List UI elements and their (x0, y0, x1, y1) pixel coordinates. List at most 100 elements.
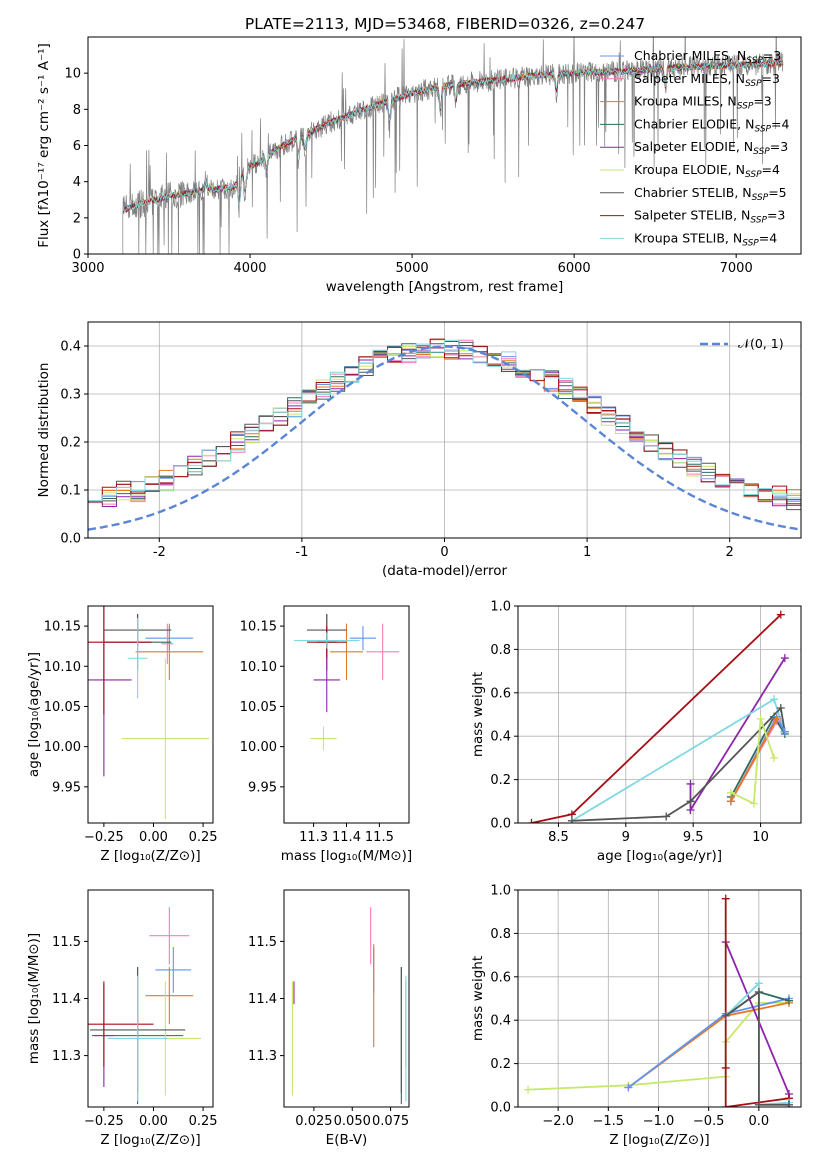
y-tick-label: 0.0 (60, 532, 81, 547)
y-axis-label: mass [log₁₀(M/M⊙)] (26, 933, 42, 1064)
mass-weight-marker (686, 779, 695, 788)
x-axis-label: wavelength [Angstrom, rest frame] (326, 279, 564, 295)
x-axis-label: Z [log₁₀(Z/Z⊙)] (100, 848, 200, 864)
y-tick-label: 10.05 (240, 700, 277, 715)
error-bar-point (88, 606, 152, 715)
axes-frame-group: 3000 4000 5000 6000 7000 0 2 4 6 8 10 wavelength [A… (36, 36, 802, 295)
y-tick-label: 0.6 (490, 970, 511, 985)
axes-frame (517, 605, 802, 824)
axes-background (518, 890, 801, 1107)
plot-area-weight_vs_age (527, 610, 789, 823)
x-tick-label: 0.050 (334, 1114, 371, 1129)
error-bar-point (135, 623, 204, 680)
x-axis-label: mass [log₁₀(M/M⊙)] (281, 848, 412, 864)
y-tick-label: 1.0 (490, 600, 511, 615)
axes-frame-group: 8.5 9 9.5 10 0.0 0.2 0.4 0.6 0.8 1.0 age [log₁₀(ag… (470, 600, 802, 864)
y-tick-label: 11.4 (52, 992, 81, 1007)
x-tick-label: −0.25 (84, 830, 124, 845)
axes-background (284, 890, 409, 1107)
axes-frame (87, 605, 214, 824)
y-tick-label: 8 (73, 103, 81, 118)
y-tick-label: 0.1 (60, 484, 81, 499)
y-tick-label: 6 (73, 139, 81, 154)
legend-label: Salpeter STELIB, NSSP=3 (634, 208, 785, 226)
y-tick-label: 0.4 (490, 1014, 511, 1029)
x-tick-label: -1 (295, 545, 308, 560)
y-axis-label: Normed distribution (36, 363, 52, 498)
mass-weight-marker (524, 1085, 533, 1094)
legend-label: Chabrier ELODIE, NSSP=4 (634, 116, 789, 134)
x-tick-label: −0.5 (693, 1114, 725, 1129)
x-tick-label: 6000 (558, 261, 591, 276)
y-tick-label: 11.5 (52, 935, 81, 950)
y-tick-label: 0 (73, 248, 81, 263)
mass-weight-marker (721, 1011, 730, 1020)
error-bar-point (310, 726, 337, 751)
x-tick-label: 9.5 (683, 830, 704, 845)
x-tick-label: 11.3 (299, 830, 328, 845)
error-bar-point (366, 623, 400, 680)
plot-area-mass_vs_EBV (291, 907, 407, 1105)
y-tick-label: 10.15 (240, 620, 277, 635)
y-tick-label: 10 (64, 67, 81, 82)
x-tick-label: 3000 (71, 261, 104, 276)
y-tick-label: 9.95 (248, 780, 277, 795)
legend-label: Kroupa ELODIE, NSSP=4 (634, 162, 780, 180)
x-tick-label: 0.00 (139, 1114, 168, 1129)
mass-weight-marker (662, 812, 671, 821)
x-tick-label: −2.0 (542, 1114, 574, 1129)
y-axis-label: Flux [fλ10⁻¹⁷ erg cm⁻² s⁻¹ A⁻¹] (36, 43, 52, 248)
x-tick-label: 0.00 (139, 830, 168, 845)
x-tick-label: 1 (583, 545, 591, 560)
model-spectrum-line (122, 60, 784, 214)
x-tick-label: 10 (752, 830, 769, 845)
y-axis-label: age [log₁₀(age/yr)] (26, 652, 42, 777)
x-tick-label: 11.5 (365, 830, 394, 845)
error-bar-point (145, 967, 194, 1025)
mass-weight-marker (784, 996, 793, 1005)
axes-background (88, 890, 213, 1107)
x-tick-label: 9 (622, 830, 630, 845)
y-tick-label: 2 (73, 211, 81, 226)
mass-weight-marker (770, 753, 779, 762)
legend-label: Chabrier MILES, NSSP=3 (634, 48, 781, 66)
x-tick-label: 0.25 (189, 830, 218, 845)
y-tick-label: 0.4 (60, 340, 81, 355)
x-tick-label: 0 (440, 545, 448, 560)
panel-age_vs_mass: 11.3 11.4 11.5 9.95 10.00 10.05 10.10 10.15 mass… (240, 605, 412, 864)
mass-weight-marker (776, 703, 785, 712)
mass-weight-marker (624, 1083, 633, 1092)
y-tick-label: 10.00 (240, 740, 277, 755)
x-tick-label: 5000 (396, 261, 429, 276)
error-bar-point (121, 658, 210, 819)
plot-area-age_vs_mass (293, 614, 400, 751)
x-tick-label: −0.25 (84, 1114, 124, 1129)
y-tick-label: 10.15 (44, 620, 81, 635)
legend-label: Salpeter MILES, NSSP=3 (634, 71, 780, 89)
plot-area-spectrum (122, 37, 784, 254)
y-tick-label: 0.6 (490, 686, 511, 701)
axes-frame-group: −0.25 0.00 0.25 11.3 11.4 11.5 Z [log₁₀(Z/Z⊙)]… (26, 889, 218, 1148)
mass-weight-line (730, 718, 778, 802)
error-bar-point (330, 623, 363, 680)
x-tick-label: 0.075 (372, 1114, 409, 1129)
legend-label: Kroupa STELIB, NSSP=4 (634, 230, 777, 248)
mass-weight-marker (726, 788, 735, 797)
panel-weight_vs_Z: −2.0 −1.5 −1.0 −0.5 0.0 0.0 0.2 0.4 0.6 0.8 1.0 Z [… (470, 884, 802, 1148)
panel-mass_vs_Z: −0.25 0.00 0.25 11.3 11.4 11.5 Z [log₁₀(Z/Z⊙)]… (26, 889, 218, 1148)
mass-weight-marker (780, 727, 789, 736)
error-bar-point (107, 975, 168, 1102)
panel-mass_vs_EBV: 0.025 0.050 0.075 11.3 11.4 11.5 E(B-V) (248, 889, 410, 1148)
mass-weight-marker (721, 1063, 730, 1072)
y-tick-label: 10.10 (240, 660, 277, 675)
error-bar-point (149, 907, 190, 965)
legend-label: Chabrier STELIB, NSSP=5 (634, 185, 787, 203)
figure-title: PLATE=2113, MJD=53468, FIBERID=0326, z=0… (245, 15, 645, 33)
normal-distribution-curve (88, 345, 801, 531)
mass-weight-marker (567, 816, 576, 823)
axes-frame-group: −0.25 0.00 0.25 9.95 10.00 10.05 10.10 10.15 Z [… (26, 605, 218, 864)
mass-weight-marker (686, 797, 695, 806)
panel-residuals: -2 -1 0 1 2 0.0 0.1 0.2 0.3 0.4 (data-model)/error… (36, 321, 802, 579)
panel-weight_vs_age: 8.5 9 9.5 10 0.0 0.2 0.4 0.6 0.8 1.0 age [log₁₀(ag… (470, 600, 802, 864)
mass-weight-marker (754, 987, 763, 996)
